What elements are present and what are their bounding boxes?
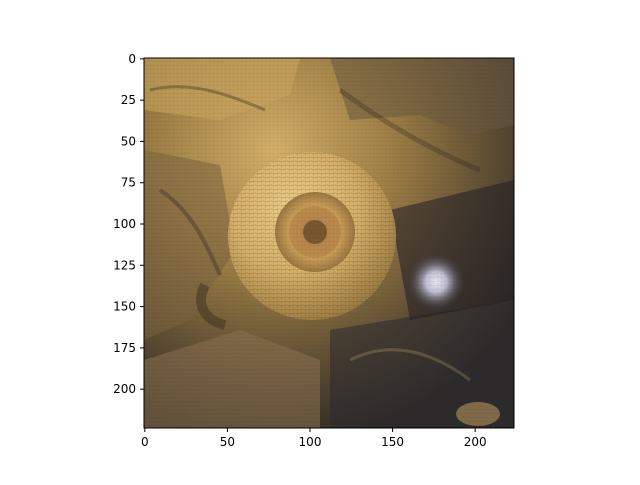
y-tick-label: 200 [113,382,136,396]
y-ticks: 0 25 50 75 100 125 150 175 200 [113,52,144,396]
x-tick-label: 150 [381,435,404,449]
x-tick-label: 0 [141,435,149,449]
y-tick-label: 50 [121,134,136,148]
x-ticks: 0 50 100 150 200 [141,428,487,449]
image-area [144,58,514,428]
y-tick-label: 150 [113,300,136,314]
y-tick-label: 0 [128,52,136,66]
axes-frame [143,57,515,429]
x-tick-label: 200 [464,435,487,449]
y-tick-label: 100 [113,217,136,231]
y-tick-label: 175 [113,341,136,355]
y-tick-label: 75 [121,176,136,190]
y-tick-label: 125 [113,258,136,272]
y-tick-label: 25 [121,93,136,107]
x-tick-label: 100 [299,435,322,449]
x-tick-label: 50 [220,435,235,449]
